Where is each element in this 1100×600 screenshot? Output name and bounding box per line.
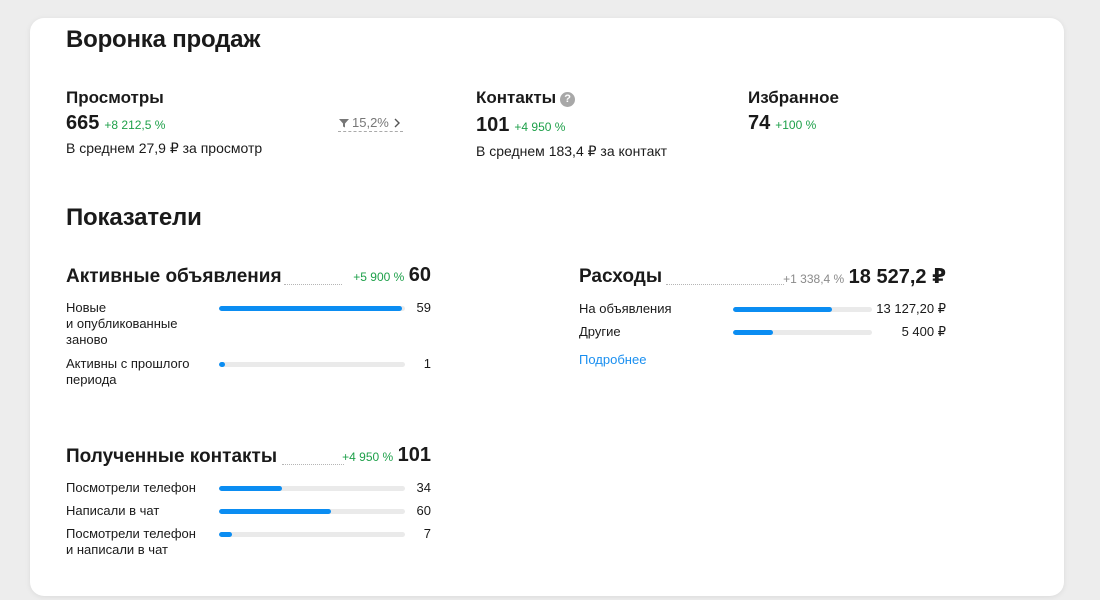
more-details-link[interactable]: Подробнее: [579, 352, 647, 367]
contacts-row-phone-value: 34: [416, 480, 431, 495]
label-line: и написали в чат: [66, 542, 168, 557]
progress-fill: [219, 532, 233, 537]
expenses-total: 18 527,2 ₽: [848, 266, 946, 288]
contacts-row-chat-value: 60: [416, 503, 431, 518]
active-ads-title: Активные объявления: [66, 266, 282, 287]
active-ads-row-prev-label: Активны с прошлого периода: [66, 356, 216, 388]
progress-track: [219, 362, 405, 367]
dotted-leader: [284, 284, 342, 285]
progress-fill: [219, 362, 225, 367]
expenses-row-other-label: Другие: [579, 324, 621, 339]
progress-fill: [733, 330, 774, 335]
received-contacts-title: Полученные контакты: [66, 446, 278, 467]
active-ads-total: 60: [408, 264, 431, 286]
expenses-growth: +1 338,4 %: [783, 272, 845, 286]
label-line: Посмотрели телефон: [66, 480, 196, 495]
dotted-leader: [282, 464, 344, 465]
contacts-average: В среднем 183,4 ₽ за контакт: [476, 143, 668, 159]
label-line: Посмотрели телефон: [66, 526, 196, 541]
expenses-total-group: +1 338,4 % 18 527,2 ₽: [750, 264, 946, 289]
views-growth: +8 212,5 %: [104, 118, 166, 132]
expenses-title: Расходы: [579, 266, 663, 287]
received-contacts-total-group: +4 950 % 101: [335, 444, 431, 467]
contacts-row-both-value: 7: [423, 526, 431, 541]
dotted-leader: [666, 284, 784, 285]
progress-fill: [219, 509, 331, 514]
expenses-row-ads-label: На объявления: [579, 301, 672, 316]
conversion-button[interactable]: 15,2%: [338, 115, 403, 132]
received-contacts-growth: +4 950 %: [342, 450, 394, 464]
active-ads-total-group: +5 900 % 60: [345, 264, 431, 287]
favorites-value-group: 74 +100 %: [748, 112, 816, 135]
contacts-row-both-label: Посмотрели телефон и написали в чат: [66, 526, 216, 558]
funnel-title: Воронка продаж: [66, 26, 261, 53]
contacts-value-group: 101 +4 950 %: [476, 114, 565, 137]
progress-track: [219, 509, 405, 514]
progress-track: [219, 306, 405, 311]
views-value: 665: [66, 112, 100, 134]
favorites-label: Избранное: [748, 88, 839, 107]
contacts-row-phone-label: Посмотрели телефон: [66, 480, 216, 496]
progress-fill: [733, 307, 832, 312]
conversion-value: 15,2%: [352, 115, 389, 130]
sales-funnel-card: Воронка продаж Просмотры 665 +8 212,5 % В…: [30, 18, 1064, 596]
contacts-value: 101: [476, 114, 510, 136]
progress-fill: [219, 486, 283, 491]
label-line: заново: [66, 332, 108, 347]
label-line: Новые: [66, 300, 107, 315]
progress-track: [219, 532, 405, 537]
active-ads-row-new-value: 59: [416, 300, 431, 315]
active-ads-row-new-label: Новые и опубликованные заново: [66, 300, 216, 348]
metrics-title: Показатели: [66, 204, 202, 231]
active-ads-growth: +5 900 %: [353, 270, 405, 284]
views-average: В среднем 27,9 ₽ за просмотр: [66, 140, 263, 156]
received-contacts-total: 101: [397, 444, 431, 466]
favorites-growth: +100 %: [775, 118, 817, 132]
favorites-value: 74: [748, 112, 771, 134]
active-ads-row-prev-value: 1: [423, 356, 431, 371]
expenses-row-ads-value: 13 127,20 ₽: [876, 301, 946, 316]
chevron-right-icon: [394, 118, 400, 127]
expenses-row-other-value: 5 400 ₽: [901, 324, 946, 339]
progress-track: [733, 330, 872, 335]
contacts-label-group: Контакты?: [476, 88, 576, 108]
funnel-icon: [339, 118, 349, 127]
label-line: Написали в чат: [66, 503, 160, 518]
label-line: Активны с прошлого: [66, 356, 190, 371]
views-label: Просмотры: [66, 88, 164, 107]
contacts-growth: +4 950 %: [514, 120, 566, 134]
progress-track: [733, 307, 872, 312]
label-line: и опубликованные: [66, 316, 178, 331]
help-icon[interactable]: ?: [560, 92, 576, 107]
progress-fill: [219, 306, 402, 311]
progress-track: [219, 486, 405, 491]
contacts-label: Контакты: [476, 88, 557, 107]
label-line: периода: [66, 372, 117, 387]
views-value-group: 665 +8 212,5 %: [66, 112, 165, 135]
contacts-row-chat-label: Написали в чат: [66, 503, 216, 519]
